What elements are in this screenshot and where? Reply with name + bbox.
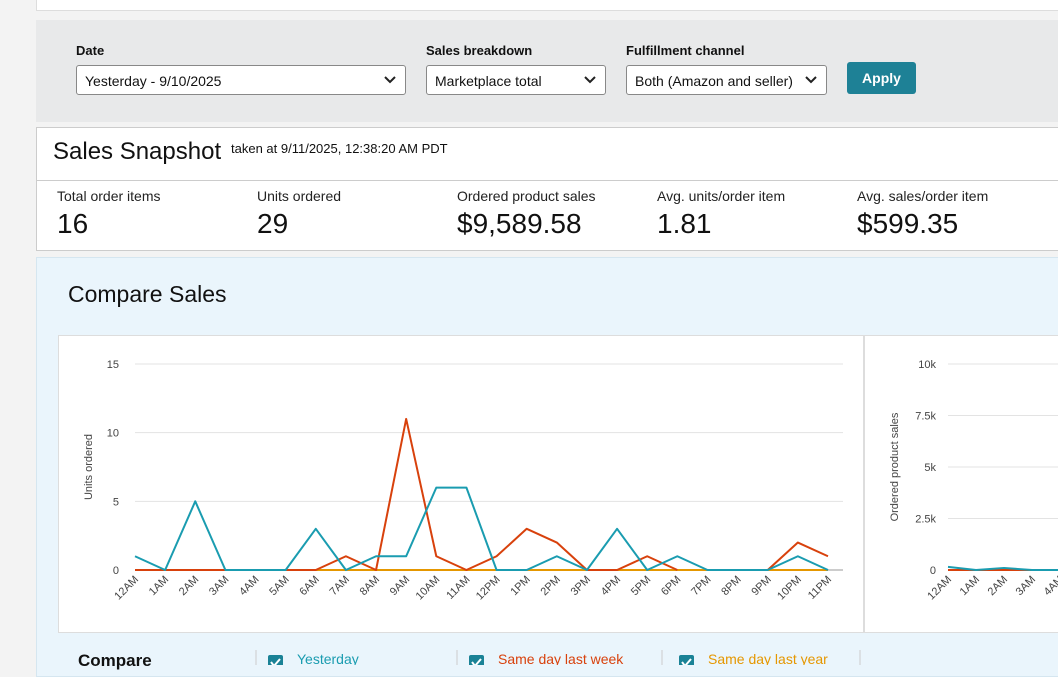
breakdown-select[interactable]: Marketplace total — [426, 65, 606, 95]
series-line — [135, 417, 829, 571]
x-tick-label: 1AM — [147, 574, 171, 598]
y-tick-label: 10 — [107, 428, 119, 440]
filter-label: Date — [76, 43, 105, 58]
chart-box — [58, 335, 864, 633]
legend-label: Same day last year — [708, 651, 828, 665]
y-tick-label: 0 — [930, 565, 936, 577]
top-panel — [36, 0, 1058, 11]
x-tick-label: 4AM — [237, 574, 261, 598]
filter-bar: Date Yesterday - 9/10/2025 Sales breakdo… — [36, 20, 1058, 122]
x-tick-label: 8AM — [358, 574, 382, 598]
select-value: Marketplace total — [435, 73, 542, 89]
snapshot-panel: Sales Snapshot taken at 9/11/2025, 12:38… — [36, 127, 1058, 251]
x-tick-label: 12AM — [112, 574, 141, 603]
snapshot-time: taken at 9/11/2025, 12:38:20 AM PDT — [231, 141, 448, 156]
select-value: Yesterday - 9/10/2025 — [85, 73, 222, 89]
legend-label: Yesterday — [297, 651, 359, 665]
x-tick-label: 5PM — [629, 574, 653, 598]
y-tick-label: 5k — [924, 462, 936, 474]
select-value: Both (Amazon and seller) — [635, 73, 793, 89]
metric: Avg. units/order item 1.81 — [657, 188, 857, 240]
x-tick-label: 2AM — [177, 574, 201, 598]
x-tick-label: 4PM — [599, 574, 623, 598]
chart-box — [864, 335, 1058, 633]
x-tick-label: 10PM — [775, 574, 804, 603]
metric-value: 16 — [57, 208, 89, 239]
x-tick-label: 12AM — [925, 574, 954, 603]
x-tick-label: 3AM — [1014, 574, 1038, 598]
x-tick-label: 5AM — [267, 574, 291, 598]
series-line — [947, 565, 1058, 571]
metric-label: Units ordered — [257, 188, 342, 204]
metrics: Total order items 16 Units ordered 29 Ordere… — [57, 188, 1057, 240]
filter-label: Fulfillment channel — [626, 43, 745, 58]
metric-value: $9,589.58 — [457, 208, 582, 239]
y-tick-label: 0 — [113, 565, 119, 577]
checkmark — [270, 658, 281, 665]
series-line — [134, 486, 829, 571]
metric-label: Avg. sales/order item — [857, 188, 989, 204]
y-tick-label: 15 — [107, 359, 119, 371]
fulfillment-select[interactable]: Both (Amazon and seller) — [626, 65, 827, 95]
y-axis-label: Ordered product sales — [889, 412, 901, 521]
x-tick-label: 6AM — [297, 574, 321, 598]
legend-label: Same day last week — [498, 651, 624, 665]
x-tick-label: 11AM — [444, 574, 472, 602]
compare-title: Compare Sales — [68, 281, 227, 307]
metric-value: $599.35 — [857, 208, 959, 239]
filter-label: Sales breakdown — [426, 43, 533, 58]
metric: Ordered product sales $9,589.58 — [457, 188, 657, 240]
y-tick-label: 7.5k — [915, 411, 936, 423]
x-tick-label: 3AM — [207, 574, 231, 598]
x-tick-label: 2AM — [986, 574, 1010, 598]
y-axis-label: Units ordered — [83, 434, 95, 500]
y-tick-label: 10k — [918, 359, 936, 371]
x-tick-label: 2PM — [538, 574, 562, 598]
metric-label: Ordered product sales — [457, 188, 596, 204]
x-tick-label: 4AM — [1042, 574, 1058, 598]
x-tick-label: 6PM — [659, 574, 683, 598]
checkmark — [471, 658, 482, 665]
x-tick-label: 1PM — [508, 574, 532, 598]
metric: Units ordered 29 — [257, 188, 457, 240]
x-tick-label: 8PM — [719, 574, 743, 598]
metric-value: 29 — [257, 208, 289, 239]
metric: Total order items 16 — [57, 188, 257, 240]
metric-label: Total order items — [57, 188, 161, 204]
snapshot-title: Sales Snapshot — [53, 138, 222, 165]
date-select[interactable]: Yesterday - 9/10/2025 — [76, 65, 406, 95]
metric-label: Avg. units/order item — [657, 188, 786, 204]
checkmark — [681, 658, 692, 665]
compare-panel: Compare Sales Compare — [36, 257, 1058, 677]
divider — [37, 180, 1058, 181]
x-tick-label: 7AM — [328, 574, 352, 598]
x-tick-label: 12PM — [474, 574, 503, 603]
x-tick-label: 1AM — [958, 574, 982, 598]
apply-button[interactable]: Apply — [847, 62, 916, 94]
x-tick-label: 3PM — [569, 574, 593, 598]
x-tick-label: 9AM — [388, 574, 412, 598]
x-tick-label: 11PM — [806, 574, 834, 602]
x-tick-label: 7PM — [689, 574, 713, 598]
y-tick-label: 5 — [113, 496, 119, 508]
metric: Avg. sales/order item $599.35 — [857, 188, 1057, 240]
y-tick-label: 2.5k — [915, 514, 936, 526]
x-tick-label: 9PM — [749, 574, 773, 598]
metric-value: 1.81 — [657, 208, 712, 239]
x-tick-label: 10AM — [414, 574, 443, 603]
